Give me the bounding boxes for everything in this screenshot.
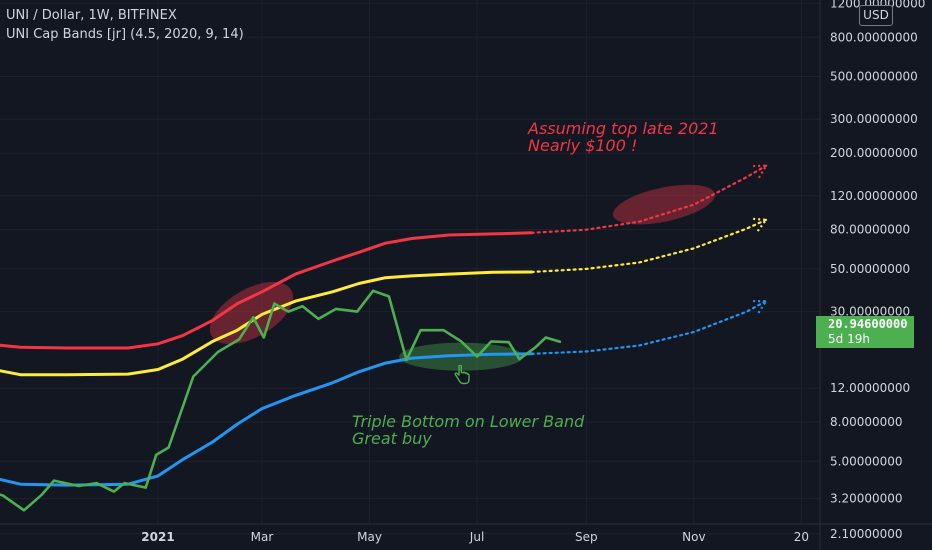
bar-countdown: 5d 19h bbox=[828, 332, 870, 346]
y-tick-label: 80.00000000 bbox=[830, 223, 910, 237]
x-tick-label: Sep bbox=[575, 530, 598, 544]
last-price-tag: 20.94600000 5d 19h bbox=[816, 316, 914, 348]
series-lines bbox=[0, 231, 562, 512]
top-annotation-line-2: Nearly $100 ! bbox=[528, 136, 638, 155]
last-price: 20.94600000 bbox=[828, 317, 908, 331]
y-tick-label: 50.00000000 bbox=[830, 262, 910, 276]
y-tick-label: 8.00000000 bbox=[830, 415, 903, 429]
projection-lines bbox=[530, 164, 769, 355]
y-tick-label: 500.00000000 bbox=[830, 70, 918, 84]
highlight-ellipse[interactable] bbox=[610, 177, 719, 232]
indicator-title[interactable]: UNI Cap Bands [jr] (4.5, 2020, 9, 14) bbox=[6, 27, 244, 42]
top-annotation[interactable]: Assuming top late 2021 Nearly $100 ! bbox=[528, 120, 719, 154]
x-tick-label: Jul bbox=[469, 530, 484, 544]
x-tick-label: 20 bbox=[794, 530, 809, 544]
y-tick-label: 12.00000000 bbox=[830, 381, 910, 395]
x-tick-label: Mar bbox=[251, 530, 274, 544]
x-tick-label: Nov bbox=[682, 530, 705, 544]
y-tick-label: 300.00000000 bbox=[830, 112, 918, 126]
grid bbox=[0, 0, 820, 535]
upper-band-line[interactable] bbox=[0, 231, 534, 350]
currency-badge[interactable]: USD bbox=[859, 5, 893, 26]
price-axis[interactable]: 1200.00000000800.00000000500.00000000300… bbox=[819, 0, 925, 550]
y-tick-label: 5.00000000 bbox=[830, 454, 903, 468]
x-tick-label: 2021 bbox=[141, 530, 174, 544]
pointing-hand-icon[interactable] bbox=[453, 365, 471, 385]
y-tick-label: 30.00000000 bbox=[830, 305, 910, 319]
lower-band-projection[interactable] bbox=[530, 300, 768, 355]
y-tick-label: 800.00000000 bbox=[830, 30, 918, 44]
upper-band-projection[interactable] bbox=[530, 164, 768, 234]
bottom-annotation-line-2: Great buy bbox=[352, 429, 432, 448]
price-line[interactable] bbox=[0, 289, 562, 512]
y-tick-label: 120.00000000 bbox=[830, 189, 918, 203]
bottom-annotation-line-1: Triple Bottom on Lower Band bbox=[352, 412, 585, 431]
y-tick-label: 2.10000000 bbox=[830, 527, 903, 541]
symbol-title[interactable]: UNI / Dollar, 1W, BITFINEX bbox=[6, 8, 177, 23]
middle-band-projection[interactable] bbox=[530, 218, 768, 274]
x-tick-label: May bbox=[357, 530, 382, 544]
bottom-annotation[interactable]: Triple Bottom on Lower Band Great buy bbox=[352, 413, 584, 447]
lower-band-line[interactable] bbox=[0, 352, 534, 487]
time-axis[interactable]: t2021MarMayJulSepNov20 bbox=[0, 523, 932, 544]
highlight-ellipse[interactable] bbox=[200, 269, 304, 357]
y-tick-label: 200.00000000 bbox=[830, 146, 918, 160]
top-annotation-line-1: Assuming top late 2021 bbox=[528, 119, 719, 138]
y-tick-label: 3.20000000 bbox=[830, 492, 903, 506]
chart-legend: UNI / Dollar, 1W, BITFINEX UNI Cap Bands… bbox=[6, 6, 244, 44]
highlight-ellipses bbox=[200, 177, 719, 371]
middle-band-line[interactable] bbox=[0, 270, 534, 377]
